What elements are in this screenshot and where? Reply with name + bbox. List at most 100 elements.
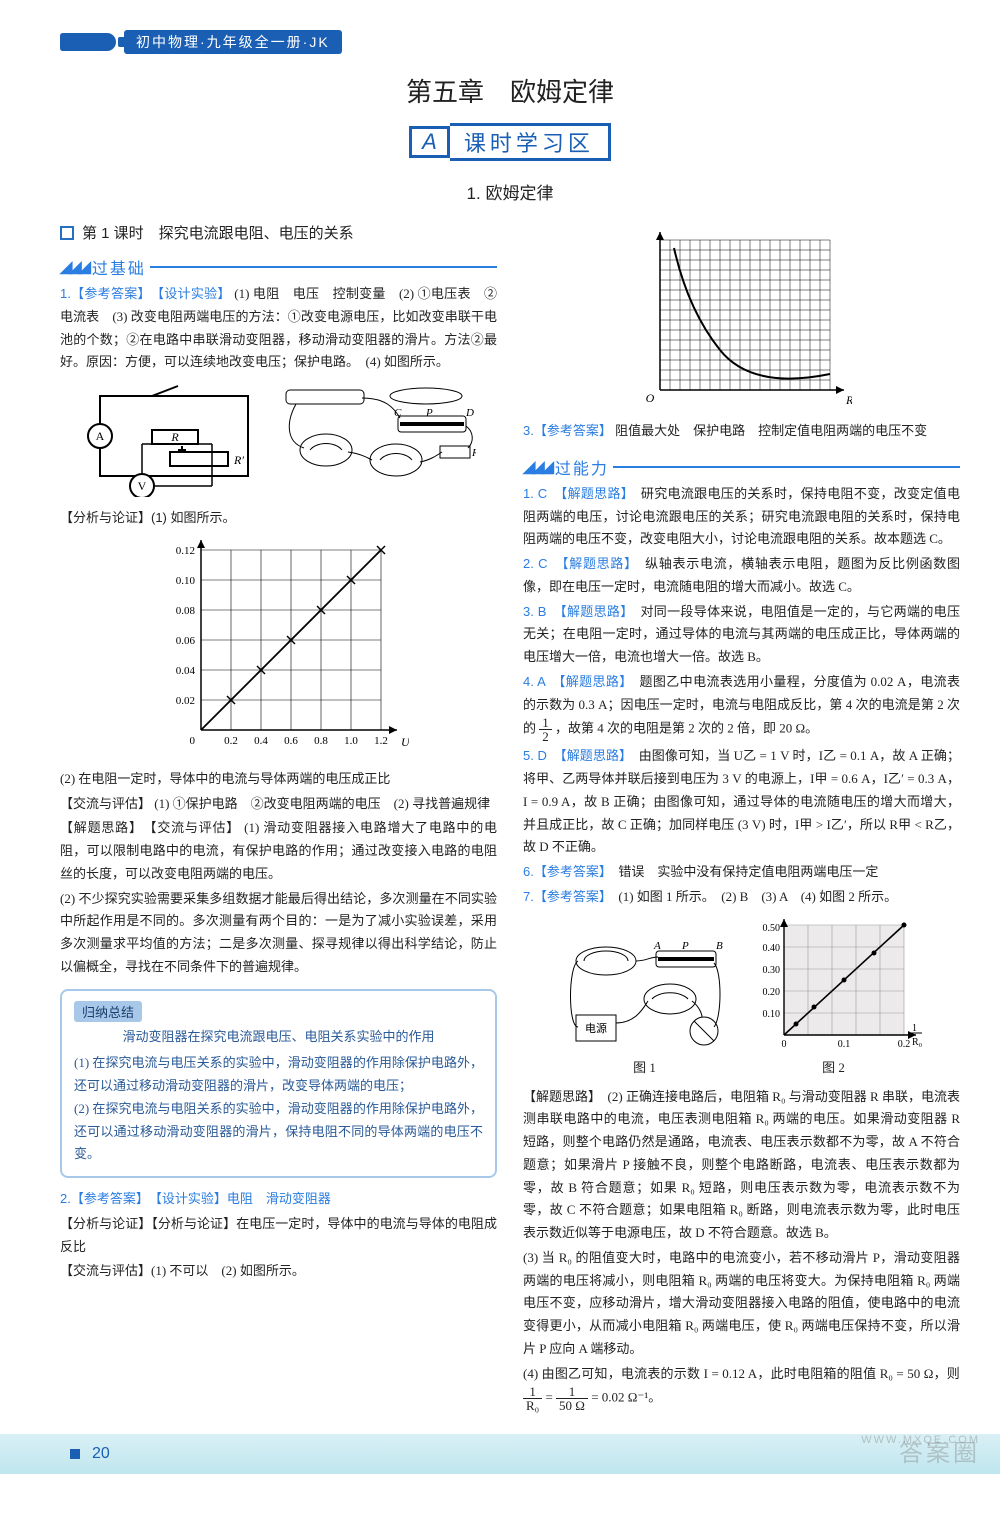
callout-box: 归纳总结 滑动变阻器在探究电流跟电压、电阻关系实验中的作用 (1) 在探究电流与… xyxy=(60,989,497,1179)
svg-text:I/A: I/A xyxy=(785,917,800,920)
svg-text:R′: R′ xyxy=(471,447,476,459)
exchange-head: 【交流与评估】 xyxy=(60,796,151,811)
callout-tag: 归纳总结 xyxy=(74,1001,142,1022)
svg-text:0.8: 0.8 xyxy=(314,735,328,747)
a1: 1. C 【解题思路】 研究电流跟电压的关系时，保持电阻不变，改变定值电阻两端的… xyxy=(523,483,960,551)
svg-text:R₀: R₀ xyxy=(912,1037,923,1048)
svg-text:O: O xyxy=(645,391,654,405)
svg-text:0.50: 0.50 xyxy=(762,923,780,934)
callout-p1: (1) 在探究电流与电压关系的实验中，滑动变阻器的作用除保护电路外，还可以通过移… xyxy=(74,1052,483,1098)
lesson-head: 第 1 课时 探究电流跟电阻、电压的关系 xyxy=(60,222,497,243)
svg-text:B: B xyxy=(716,940,723,952)
q1: 1.【参考答案】 【设计实验】 (1) 电阻 电压 控制变量 (2) ①电压表 … xyxy=(60,283,497,374)
frac-1-50: 150 Ω xyxy=(556,1385,588,1412)
a7: 7.【参考答案】 (1) 如图 1 所示。 (2) B (3) A (4) 如图… xyxy=(523,886,960,909)
exchange-body: (1) ①保护电路 ②改变电阻两端的电压 (2) 寻找普遍规律 xyxy=(154,796,490,811)
a2: 2. C 【解题思路】 纵轴表示电流，横轴表示电阻，题图为反比例函数图像，即在电… xyxy=(523,553,960,599)
header-text: 初中物理·九年级全一册·JK xyxy=(124,30,342,54)
svg-text:R/Ω: R/Ω xyxy=(845,393,852,407)
svg-text:电源: 电源 xyxy=(585,1021,607,1035)
fig2-wrap: 0.100.200.300.400.50 00.10.2 1 R₀ /Ω⁻¹ I… xyxy=(744,917,924,1076)
a5: 5. D 【解题思路】 由图像可知，当 U乙 = 1 V 时，I乙 = 0.1 … xyxy=(523,745,960,859)
chapter-title: 第五章 欧姆定律 xyxy=(60,72,960,109)
q2: 2.【参考答案】 【设计实验】电阻 滑动变阻器 xyxy=(60,1188,497,1211)
svg-text:0.30: 0.30 xyxy=(762,965,780,976)
q3: 3.【参考答案】 阻值最大处 保护电路 控制定值电阻两端的电压不变 xyxy=(523,420,960,443)
a3: 3. B 【解题思路】 对同一段导体来说，电阻值是一定的，与它两端的电压无关；在… xyxy=(523,601,960,669)
callout-title: 滑动变阻器在探究电流跟电压、电阻关系实验中的作用 xyxy=(74,1026,483,1049)
frac-1-R0: 1R₀ xyxy=(523,1385,542,1412)
zone-letter: A xyxy=(409,126,450,158)
svg-text:0.6: 0.6 xyxy=(284,735,298,747)
svg-text:0.4: 0.4 xyxy=(254,735,268,747)
svg-text:0.10: 0.10 xyxy=(762,1009,780,1020)
svg-text:1.2: 1.2 xyxy=(374,735,388,747)
frac-half: 12 xyxy=(539,716,552,743)
fig1-circuit: P A B 电源 xyxy=(560,937,730,1057)
svg-text:0.20: 0.20 xyxy=(762,987,780,998)
svg-text:1: 1 xyxy=(912,1023,917,1034)
svg-text:A: A xyxy=(95,429,104,443)
header-band: 初中物理·九年级全一册·JK xyxy=(60,30,960,54)
q2-analysis: 【分析与论证】【分析与论证】在电压一定时，导体中的电流与导体的电阻成反比 xyxy=(60,1213,497,1259)
ribbon-basics-text: 过基础 xyxy=(92,255,146,279)
inverse-chart: O R/Ω I/A xyxy=(632,230,852,410)
ribbon-basics: ◢◢◢ 过基础 xyxy=(60,255,497,279)
svg-text:P: P xyxy=(425,407,433,419)
fig1-wrap: P A B 电源 图 1 xyxy=(560,937,730,1076)
fig2-caption: 图 2 xyxy=(744,1057,924,1076)
ribbon-arrows-icon: ◢◢◢ xyxy=(60,257,88,277)
q3-body: 阻值最大处 保护电路 控制定值电阻两端的电压不变 xyxy=(615,423,927,438)
svg-text:P: P xyxy=(681,940,689,952)
a7-sol4: (4) 由图乙可知，电流表的示数 I = 0.12 A，此时电阻箱的阻值 R₀ … xyxy=(523,1363,960,1413)
a7-sol3: (3) 当 R₀ 的阻值变大时，电路中的电流变小，若不移动滑片 P，滑动变阻器两… xyxy=(523,1247,960,1361)
svg-text:0.2: 0.2 xyxy=(224,735,238,747)
ribbon-ability: ◢◢◢ 过能力 xyxy=(523,455,960,479)
circuit-row: A R R′ V xyxy=(60,382,497,497)
svg-text:I/A: I/A xyxy=(659,230,675,231)
zone-text: 课时学习区 xyxy=(450,123,611,161)
svg-text:R′: R′ xyxy=(233,453,244,467)
svg-text:0.04: 0.04 xyxy=(175,665,195,677)
a7-sol2: 【解题思路】 (2) 正确连接电路后，电阻箱 R₀ 与滑动变阻器 R 串联，电流… xyxy=(523,1086,960,1245)
a6: 6.【参考答案】 错误 实验中没有保持定值电阻两端电压一定 xyxy=(523,861,960,884)
q2-head: 2.【参考答案】 【设计实验】电阻 滑动变阻器 xyxy=(60,1191,331,1206)
svg-text:0: 0 xyxy=(189,735,195,747)
a4: 4. A 【解题思路】 题图乙中电流表选用小量程，分度值为 0.02 A，电流表… xyxy=(523,671,960,744)
svg-text:0.08: 0.08 xyxy=(175,605,195,617)
lesson-title: 第 1 课时 探究电流跟电阻、电压的关系 xyxy=(82,222,354,243)
ribbon-arrows-icon-2: ◢◢◢ xyxy=(523,457,551,477)
q2-exchange: 【交流与评估】(1) 不可以 (2) 如图所示。 xyxy=(60,1260,497,1283)
svg-text:V: V xyxy=(137,479,146,493)
sol1: 【解题思路】 【交流与评估】 (1) 滑动变阻器接入电路增大了电路中的电阻，可以… xyxy=(60,817,497,885)
svg-text:0.06: 0.06 xyxy=(175,635,195,647)
zone-badge: A 课时学习区 xyxy=(60,123,960,161)
svg-text:R: R xyxy=(170,430,179,444)
svg-text:0.40: 0.40 xyxy=(762,943,780,954)
sol2: (2) 不少探究实验需要采集多组数据才能最后得出结论，多次测量在不同实验中所起作… xyxy=(60,888,497,979)
svg-text:0: 0 xyxy=(781,1039,786,1050)
circuit-diagram-1: A R R′ V xyxy=(82,382,262,497)
svg-text:0.02: 0.02 xyxy=(175,695,194,707)
q3-head: 3.【参考答案】 xyxy=(523,423,612,438)
callout-p2: (2) 在探究电流与电阻关系的实验中，滑动变阻器的作用除保护电路外，还可以通过移… xyxy=(74,1098,483,1166)
header-ornament xyxy=(60,33,116,51)
section-title: 1. 欧姆定律 xyxy=(60,179,960,204)
right-column: O R/Ω I/A 3.【参考答案】 阻值最大处 保护电路 控制定值电阻两端的电… xyxy=(523,222,960,1414)
svg-text:0.10: 0.10 xyxy=(175,575,195,587)
ribbon-line xyxy=(150,266,497,268)
watermark-brand: 答案圈 xyxy=(899,1433,980,1468)
svg-text:C: C xyxy=(394,407,402,419)
page-footer: 20 xyxy=(0,1434,1000,1474)
page-number: 20 xyxy=(92,1445,110,1463)
svg-text:0.1: 0.1 xyxy=(837,1039,850,1050)
fig1-caption: 图 1 xyxy=(560,1057,730,1076)
ribbon-line-2 xyxy=(613,466,960,468)
fig-row: P A B 电源 图 1 xyxy=(523,917,960,1076)
fig2-chart: 0.100.200.300.400.50 00.10.2 1 R₀ /Ω⁻¹ I… xyxy=(744,917,924,1057)
svg-text:1.0: 1.0 xyxy=(344,735,358,747)
svg-text:D: D xyxy=(465,407,474,419)
ribbon-ability-text: 过能力 xyxy=(555,455,609,479)
inverse-chart-wrap: O R/Ω I/A xyxy=(523,230,960,410)
circuit-real-1: C P D R′ xyxy=(276,382,476,497)
